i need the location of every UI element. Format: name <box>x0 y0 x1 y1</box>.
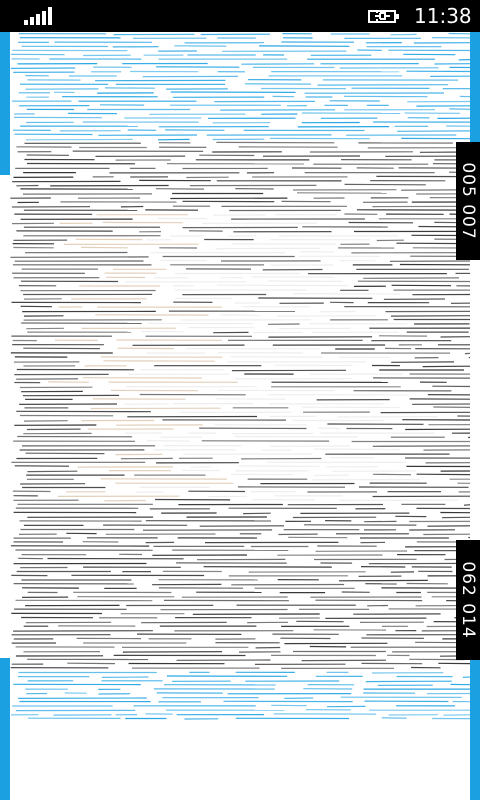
side-label-bottom-text: 062 014 <box>458 561 478 639</box>
status-bar: 11:38 <box>0 0 480 32</box>
charging-battery-icon <box>368 10 399 23</box>
right-accent-strip <box>470 32 480 142</box>
left-accent-strip <box>0 32 10 175</box>
scanline-image <box>10 32 470 720</box>
side-label-bottom: 062 014 <box>456 540 480 660</box>
clock: 11:38 <box>414 4 472 28</box>
signal-bars-icon <box>24 7 52 25</box>
left-accent-strip <box>0 658 10 800</box>
right-accent-strip <box>470 660 480 800</box>
side-label-top: 005 007 <box>456 142 480 260</box>
side-label-top-text: 005 007 <box>458 162 478 240</box>
